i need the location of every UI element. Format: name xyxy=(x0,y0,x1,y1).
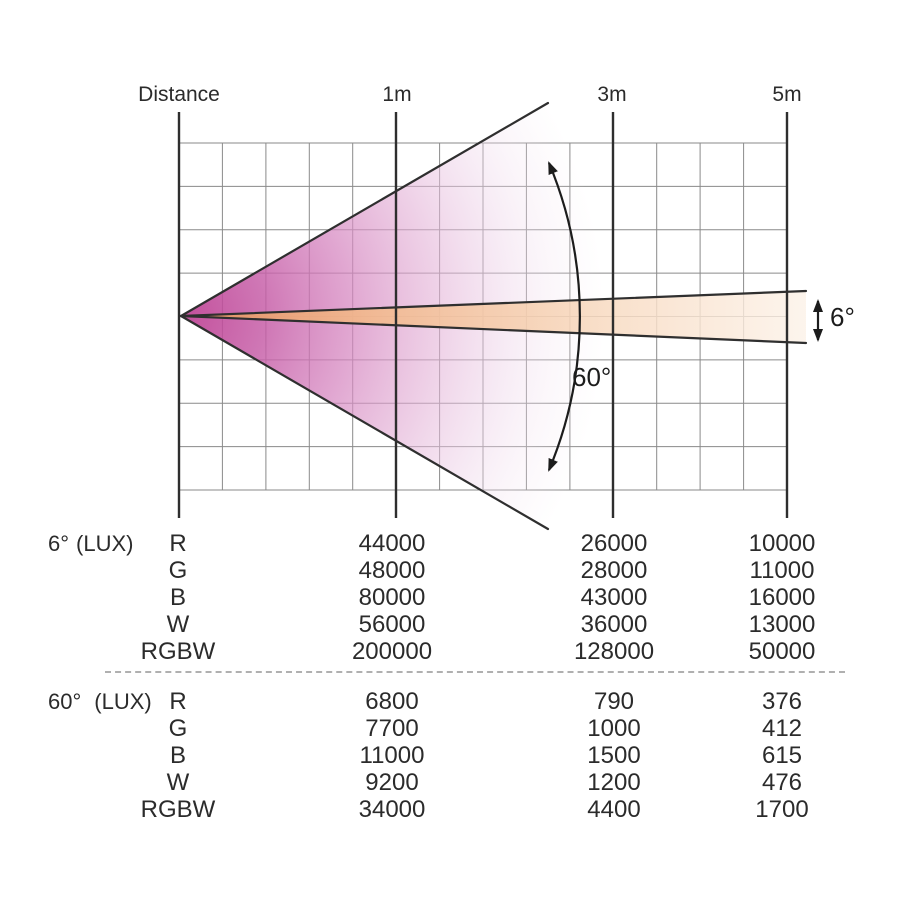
lux-value: 1200 xyxy=(587,769,641,796)
lux-value: 615 xyxy=(761,742,803,769)
lux-value: 50000 xyxy=(748,638,816,665)
channel-label: R xyxy=(169,688,187,715)
lux-value: 1500 xyxy=(587,742,641,769)
lux-value: 80000 xyxy=(358,584,426,611)
table-unit-6deg: (LUX) xyxy=(76,531,134,556)
beam-cone-6deg xyxy=(181,291,806,343)
table-row: B 80000 43000 16000 xyxy=(0,584,900,611)
lux-value: 128000 xyxy=(573,638,655,665)
lux-value: 28000 xyxy=(580,557,648,584)
lux-value: 11000 xyxy=(749,557,815,584)
channel-label: B xyxy=(169,742,186,769)
table-row: W 9200 1200 476 xyxy=(0,769,900,796)
lux-value: 48000 xyxy=(358,557,426,584)
lux-value: 6800 xyxy=(365,688,419,715)
lux-value: 1700 xyxy=(755,796,809,823)
lux-value: 9200 xyxy=(365,769,419,796)
wide-angle-label: 60° xyxy=(572,362,612,392)
lux-value: 10000 xyxy=(748,530,816,557)
table-row: R 6800 790 376 xyxy=(0,688,900,715)
table-angle-6deg: 6° xyxy=(48,531,70,556)
channel-label: G xyxy=(168,557,188,584)
lux-value: 43000 xyxy=(580,584,648,611)
lux-value: 476 xyxy=(761,769,803,796)
table-row: W 56000 36000 13000 xyxy=(0,611,900,638)
lux-value: 13000 xyxy=(748,611,816,638)
table-title-6deg: 6° (LUX) xyxy=(48,530,134,557)
lux-value: 26000 xyxy=(580,530,648,557)
lux-value: 34000 xyxy=(358,796,426,823)
distance-tick-5m: 5m xyxy=(772,83,802,106)
channel-label: W xyxy=(166,769,190,796)
channel-label: RGBW xyxy=(140,638,216,665)
angle-arc-60deg xyxy=(547,161,581,472)
channel-label: W xyxy=(166,611,190,638)
table-angle-60deg: 60° xyxy=(48,689,82,714)
lux-value: 376 xyxy=(761,688,803,715)
table-row: G 48000 28000 11000 xyxy=(0,557,900,584)
table-title-60deg: 60° (LUX) xyxy=(48,688,152,715)
distance-tick-3m: 3m xyxy=(597,83,627,106)
table-row: R 44000 26000 10000 xyxy=(0,530,900,557)
beam-diagram xyxy=(177,101,823,531)
lux-value: 412 xyxy=(761,715,803,742)
distance-reference-lines xyxy=(177,112,789,518)
table-separator xyxy=(105,671,845,673)
channel-label: R xyxy=(169,530,187,557)
channel-label: B xyxy=(169,584,186,611)
narrow-angle-label: 6° xyxy=(830,302,855,332)
lux-value: 56000 xyxy=(358,611,426,638)
lux-value: 11000 xyxy=(359,742,425,769)
table-row: RGBW 34000 4400 1700 xyxy=(0,796,900,823)
lux-table-60deg: R 6800 790 376 G 7700 1000 412 B 11000 1… xyxy=(0,688,900,823)
lux-value: 4400 xyxy=(587,796,641,823)
table-row: G 7700 1000 412 xyxy=(0,715,900,742)
beam-edge-lines xyxy=(179,101,808,531)
lux-value: 200000 xyxy=(351,638,433,665)
channel-label: G xyxy=(168,715,188,742)
lux-table-6deg: R 44000 26000 10000 G 48000 28000 11000 … xyxy=(0,530,900,665)
lux-value: 44000 xyxy=(358,530,426,557)
table-row: RGBW 200000 128000 50000 xyxy=(0,638,900,665)
table-unit-60deg: (LUX) xyxy=(94,689,152,714)
lux-value: 1000 xyxy=(587,715,641,742)
lux-value: 7700 xyxy=(365,715,419,742)
lux-value: 36000 xyxy=(580,611,648,638)
lux-value: 16000 xyxy=(748,584,816,611)
channel-label: RGBW xyxy=(140,796,216,823)
table-row: B 11000 1500 615 xyxy=(0,742,900,769)
lux-value: 790 xyxy=(593,688,635,715)
distance-tick-1m: 1m xyxy=(382,83,412,106)
distance-axis-label: Distance xyxy=(138,83,220,106)
